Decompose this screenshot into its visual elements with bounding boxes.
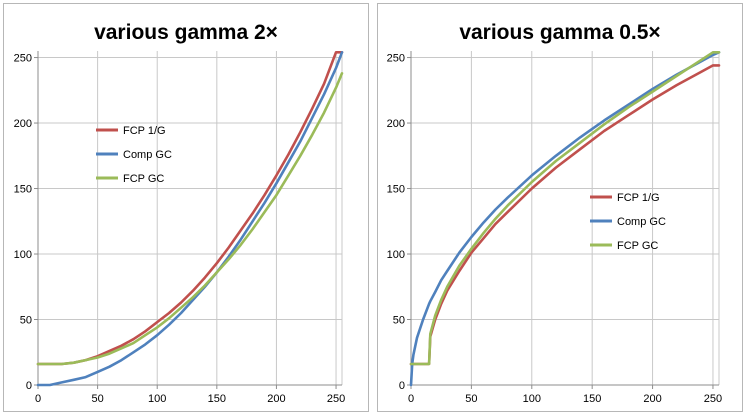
y-tick-label: 50 bbox=[393, 315, 405, 327]
legend-label: Comp GC bbox=[617, 216, 666, 228]
legend-label: FCP GC bbox=[123, 173, 164, 185]
legend-label: FCP 1/G bbox=[123, 125, 166, 137]
x-tick-label: 150 bbox=[583, 393, 601, 405]
x-tick-label: 50 bbox=[465, 393, 477, 405]
series-line-fcp-gc bbox=[36, 72, 344, 366]
y-tick-label: 200 bbox=[387, 118, 405, 130]
x-tick-label: 0 bbox=[35, 393, 41, 405]
x-tick-label: 100 bbox=[523, 393, 541, 405]
series-line-fcp-gc bbox=[409, 50, 721, 366]
chart-title: various gamma 0.5× bbox=[459, 21, 660, 44]
legend-label: FCP GC bbox=[617, 240, 658, 252]
y-tick-label: 50 bbox=[20, 315, 32, 327]
chart-panel-gamma-2x: various gamma 2× 0 50 100 150 200 250 0 50 100 15… bbox=[3, 3, 369, 412]
x-tick-label: 150 bbox=[208, 393, 226, 405]
y-tick-label: 150 bbox=[14, 184, 32, 196]
series-line-fcp-1-g bbox=[36, 50, 344, 366]
x-tick-label: 250 bbox=[704, 393, 722, 405]
y-tick-label: 150 bbox=[387, 184, 405, 196]
y-tick-label: 100 bbox=[14, 249, 32, 261]
chart-panel-gamma-0-5x: various gamma 0.5× 0 50 100 150 200 250 0 50 100… bbox=[377, 3, 743, 412]
y-tick-label: 0 bbox=[26, 380, 32, 392]
x-tick-label: 200 bbox=[643, 393, 661, 405]
chart-title: various gamma 2× bbox=[94, 21, 278, 44]
series-line-comp-gc bbox=[409, 50, 721, 387]
x-tick-label: 100 bbox=[148, 393, 166, 405]
series-line-comp-gc bbox=[36, 50, 344, 387]
x-tick-label: 0 bbox=[408, 393, 414, 405]
y-tick-label: 200 bbox=[14, 118, 32, 130]
x-tick-label: 250 bbox=[327, 393, 345, 405]
legend-label: FCP 1/G bbox=[617, 192, 660, 204]
chart-gamma-0-5x: various gamma 0.5× 0 50 100 150 200 250 0 50 100… bbox=[387, 21, 722, 405]
y-tick-label: 0 bbox=[399, 380, 405, 392]
chart-gamma-2x: various gamma 2× 0 50 100 150 200 250 0 50 100 15… bbox=[14, 21, 346, 405]
y-tick-label: 250 bbox=[387, 53, 405, 65]
legend-label: Comp GC bbox=[123, 149, 172, 161]
x-tick-label: 50 bbox=[91, 393, 103, 405]
y-tick-label: 250 bbox=[14, 53, 32, 65]
x-tick-label: 200 bbox=[267, 393, 285, 405]
y-tick-label: 100 bbox=[387, 249, 405, 261]
